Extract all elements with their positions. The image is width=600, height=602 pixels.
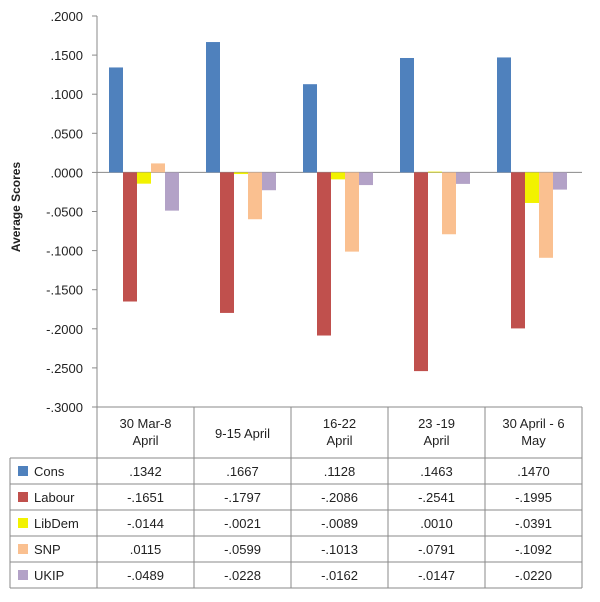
data-value-cell: -.1013 (321, 542, 358, 557)
data-value-cell: -.0089 (321, 516, 358, 531)
y-tick-label: -.3000 (46, 400, 83, 415)
bar-cons (109, 67, 123, 173)
bar-labour (123, 172, 137, 302)
data-value-cell: -.0220 (515, 568, 552, 583)
data-value-cell: -.1995 (515, 490, 552, 505)
category-label: April (423, 433, 449, 448)
y-tick-label: .0500 (50, 126, 83, 141)
y-tick-label: .0000 (50, 165, 83, 180)
bar-ukip (165, 172, 179, 211)
data-value-cell: -.0391 (515, 516, 552, 531)
bar-cons (303, 84, 317, 173)
y-tick-label: .1000 (50, 87, 83, 102)
data-value-cell: -.0791 (418, 542, 455, 557)
data-value-cell: .1463 (420, 464, 453, 479)
bar-cons (497, 57, 511, 173)
legend-label: Cons (34, 464, 65, 479)
data-table: 30 Mar-8 April 9-15 April 16-22 April 23 -19 A… (9, 406, 583, 589)
bar-cons (206, 42, 220, 173)
bar-ukip (553, 172, 567, 190)
data-value-cell: -.0162 (321, 568, 358, 583)
y-tick-label: -.2000 (46, 322, 83, 337)
bar-libdem (137, 172, 151, 184)
category-label: April (132, 433, 158, 448)
data-value-cell: -.0599 (224, 542, 261, 557)
data-value-cell: -.0147 (418, 568, 455, 583)
bar-snp (539, 172, 553, 258)
bar-snp (345, 172, 359, 252)
bar-libdem (234, 172, 248, 175)
legend-key-snp (18, 544, 28, 554)
y-axis-title: Average Scores (9, 162, 23, 253)
data-value-cell: .0115 (130, 542, 162, 557)
y-tick-label: -.2500 (46, 361, 83, 376)
legend-key-cons (18, 466, 28, 476)
y-tick-label: .1500 (50, 48, 83, 63)
bar-labour (511, 172, 525, 329)
bar-cons (400, 57, 414, 173)
legend-key-labour (18, 492, 28, 502)
category-label: May (521, 433, 546, 448)
data-value-cell: -.2541 (418, 490, 455, 505)
bar-ukip (456, 172, 470, 184)
legend-label: UKIP (34, 568, 64, 583)
y-tick-label: -.0500 (46, 205, 83, 220)
y-tick-label: -.1000 (46, 244, 83, 259)
bar-snp (442, 172, 456, 235)
bar-labour (317, 172, 331, 336)
bar-libdem (331, 172, 345, 180)
legend-label: Labour (34, 490, 75, 505)
category-label: 23 -19 (418, 416, 455, 431)
category-label: 30 April - 6 (502, 416, 564, 431)
y-tick-label: -.1500 (46, 283, 83, 298)
bar-labour (220, 172, 234, 313)
data-value-cell: .0010 (420, 516, 453, 531)
data-value-cell: .1128 (324, 464, 356, 479)
legend-key-ukip (18, 570, 28, 580)
legend-label: LibDem (34, 516, 79, 531)
bars (109, 42, 567, 372)
data-value-cell: -.1651 (127, 490, 164, 505)
data-value-cell: -.1092 (515, 542, 552, 557)
bar-snp (248, 172, 262, 220)
bar-ukip (359, 172, 373, 186)
category-label: 30 Mar-8 (119, 416, 171, 431)
data-value-cell: -.0144 (127, 516, 164, 531)
bar-ukip (262, 172, 276, 191)
category-label: 9-15 April (215, 426, 270, 441)
data-value-cell: -.0228 (224, 568, 261, 583)
category-label: 16-22 (323, 416, 356, 431)
data-value-cell: -.0021 (224, 516, 261, 531)
data-value-cell: .1667 (226, 464, 259, 479)
legend-label: SNP (34, 542, 61, 557)
category-label: April (326, 433, 352, 448)
data-value-cell: -.2086 (321, 490, 358, 505)
data-value-cell: .1470 (517, 464, 550, 479)
bar-libdem (525, 172, 539, 203)
y-tick-label: .2000 (50, 9, 83, 24)
bar-snp (151, 163, 165, 173)
data-value-cell: -.0489 (127, 568, 164, 583)
data-value-cell: -.1797 (224, 490, 261, 505)
bar-libdem (428, 171, 442, 173)
legend-key-libdem (18, 518, 28, 528)
bar-labour (414, 172, 428, 372)
data-value-cell: .1342 (129, 464, 162, 479)
